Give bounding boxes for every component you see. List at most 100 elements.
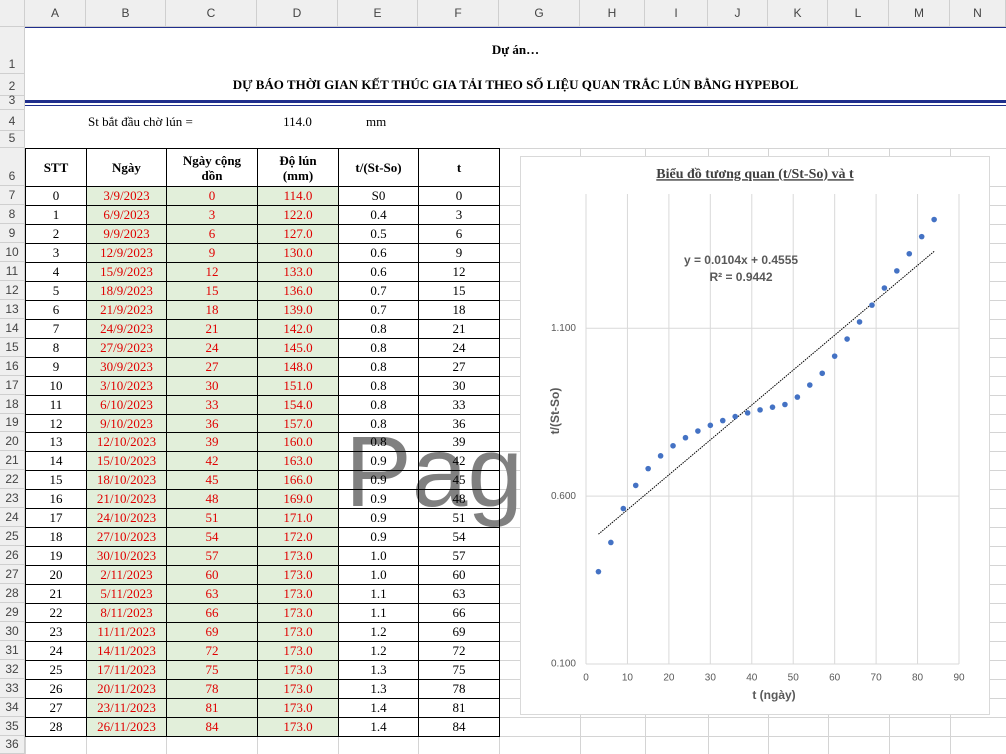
table-cell: 0.7	[338, 280, 419, 301]
table-cell: 15	[166, 280, 258, 301]
x-tick-label: 10	[622, 673, 634, 684]
x-tick-label: 30	[705, 673, 717, 684]
table-cell: S0	[338, 186, 419, 206]
point	[695, 428, 701, 434]
table-cell: 154.0	[257, 394, 339, 415]
table-cell: 75	[166, 660, 258, 680]
table-cell: 1.3	[338, 678, 419, 699]
table-cell: 3/10/2023	[86, 375, 167, 396]
point	[807, 382, 813, 388]
row-header: 20	[0, 432, 25, 452]
row-header: 15	[0, 337, 25, 357]
table-cell: 26	[25, 678, 87, 699]
table-cell: 2	[25, 223, 87, 244]
row-header: 12	[0, 280, 25, 300]
table-cell: 3	[25, 242, 87, 263]
point	[757, 407, 763, 413]
point	[794, 394, 801, 400]
table-cell: 172.0	[257, 527, 339, 548]
row-header: 3	[0, 93, 25, 110]
row-header: 11	[0, 261, 25, 281]
x-tick-label: 90	[953, 673, 965, 684]
table-cell: 0.9	[338, 451, 419, 472]
table-cell: 26/11/2023	[86, 716, 167, 737]
gridline	[25, 186, 1006, 187]
column-header: L	[828, 0, 889, 27]
table-cell: 57	[418, 546, 500, 567]
gridline	[25, 697, 1006, 699]
table-cell: 12	[418, 261, 500, 282]
point	[906, 250, 913, 257]
y-axis-label: t/(St-So)	[548, 388, 562, 435]
gridline	[25, 678, 1006, 680]
table-cell: 3	[166, 204, 258, 225]
table-cell: 54	[166, 527, 258, 548]
table-cell: 15/9/2023	[86, 261, 167, 282]
column-header: N	[950, 0, 1006, 27]
point	[608, 539, 614, 546]
table-cell: 1.0	[338, 565, 419, 586]
header-line: Ngày	[112, 160, 141, 175]
point	[856, 319, 863, 325]
gridline	[25, 641, 1006, 643]
column-header: J	[708, 0, 768, 27]
table-cell: 5	[25, 280, 87, 301]
table-cell: 0	[418, 186, 500, 206]
row-header: 16	[0, 356, 25, 376]
table-cell: 23/11/2023	[86, 697, 167, 718]
row-header: 23	[0, 489, 25, 509]
table-cell: 163.0	[257, 451, 339, 472]
table-cell: 18	[418, 299, 500, 320]
table-cell: 0.9	[338, 527, 419, 548]
table-cell: 18	[166, 299, 258, 320]
table-cell: 51	[166, 508, 258, 529]
table-cell: 1.3	[338, 660, 419, 680]
table-cell: 17	[25, 508, 87, 529]
header-line: Ngày cộng	[182, 152, 242, 168]
gridline	[25, 432, 1006, 434]
row-header: 33	[0, 678, 25, 698]
column-header: M	[889, 0, 950, 27]
table-cell: 0.8	[338, 432, 419, 453]
row-header: 6	[0, 148, 25, 186]
column-header: G	[499, 0, 580, 27]
row-header: 1	[0, 27, 25, 74]
point	[595, 568, 602, 575]
table-cell: 24	[166, 337, 258, 358]
gridline	[25, 299, 1006, 301]
table-cell: 6	[418, 223, 500, 244]
table-cell: 173.0	[257, 622, 339, 643]
table-cell: 0.6	[338, 261, 419, 282]
table-cell: 27	[166, 356, 258, 377]
table-cell: 173.0	[257, 565, 339, 586]
table-cell: 75	[418, 660, 500, 680]
gridline	[25, 148, 1006, 149]
table-cell: 33	[166, 394, 258, 415]
point	[620, 505, 627, 512]
table-cell: 10	[25, 375, 87, 396]
table-cell: 66	[166, 603, 258, 624]
row-header: 29	[0, 603, 25, 623]
point	[682, 434, 689, 441]
table-cell: 173.0	[257, 697, 339, 718]
table-cell: 63	[418, 584, 500, 605]
table-cell: 11	[25, 394, 87, 415]
table-cell: 0.8	[338, 413, 419, 434]
table-cell: 9	[25, 356, 87, 377]
table-cell: 69	[166, 622, 258, 643]
table-cell: 78	[166, 678, 258, 699]
gridline	[25, 470, 1006, 472]
table-cell: 30	[166, 375, 258, 396]
row-header: 36	[0, 735, 25, 754]
table-cell: 27	[25, 697, 87, 718]
table-cell: 7	[25, 318, 87, 339]
point	[831, 353, 838, 359]
table-cell: 151.0	[257, 375, 339, 396]
column-header: A	[25, 0, 86, 27]
gridline	[25, 394, 1006, 396]
gridline	[25, 622, 1006, 624]
gridline	[25, 735, 1006, 737]
watermark: Pag	[345, 416, 523, 528]
table-cell: 0	[25, 186, 87, 206]
table-header-cell: t	[418, 148, 500, 187]
